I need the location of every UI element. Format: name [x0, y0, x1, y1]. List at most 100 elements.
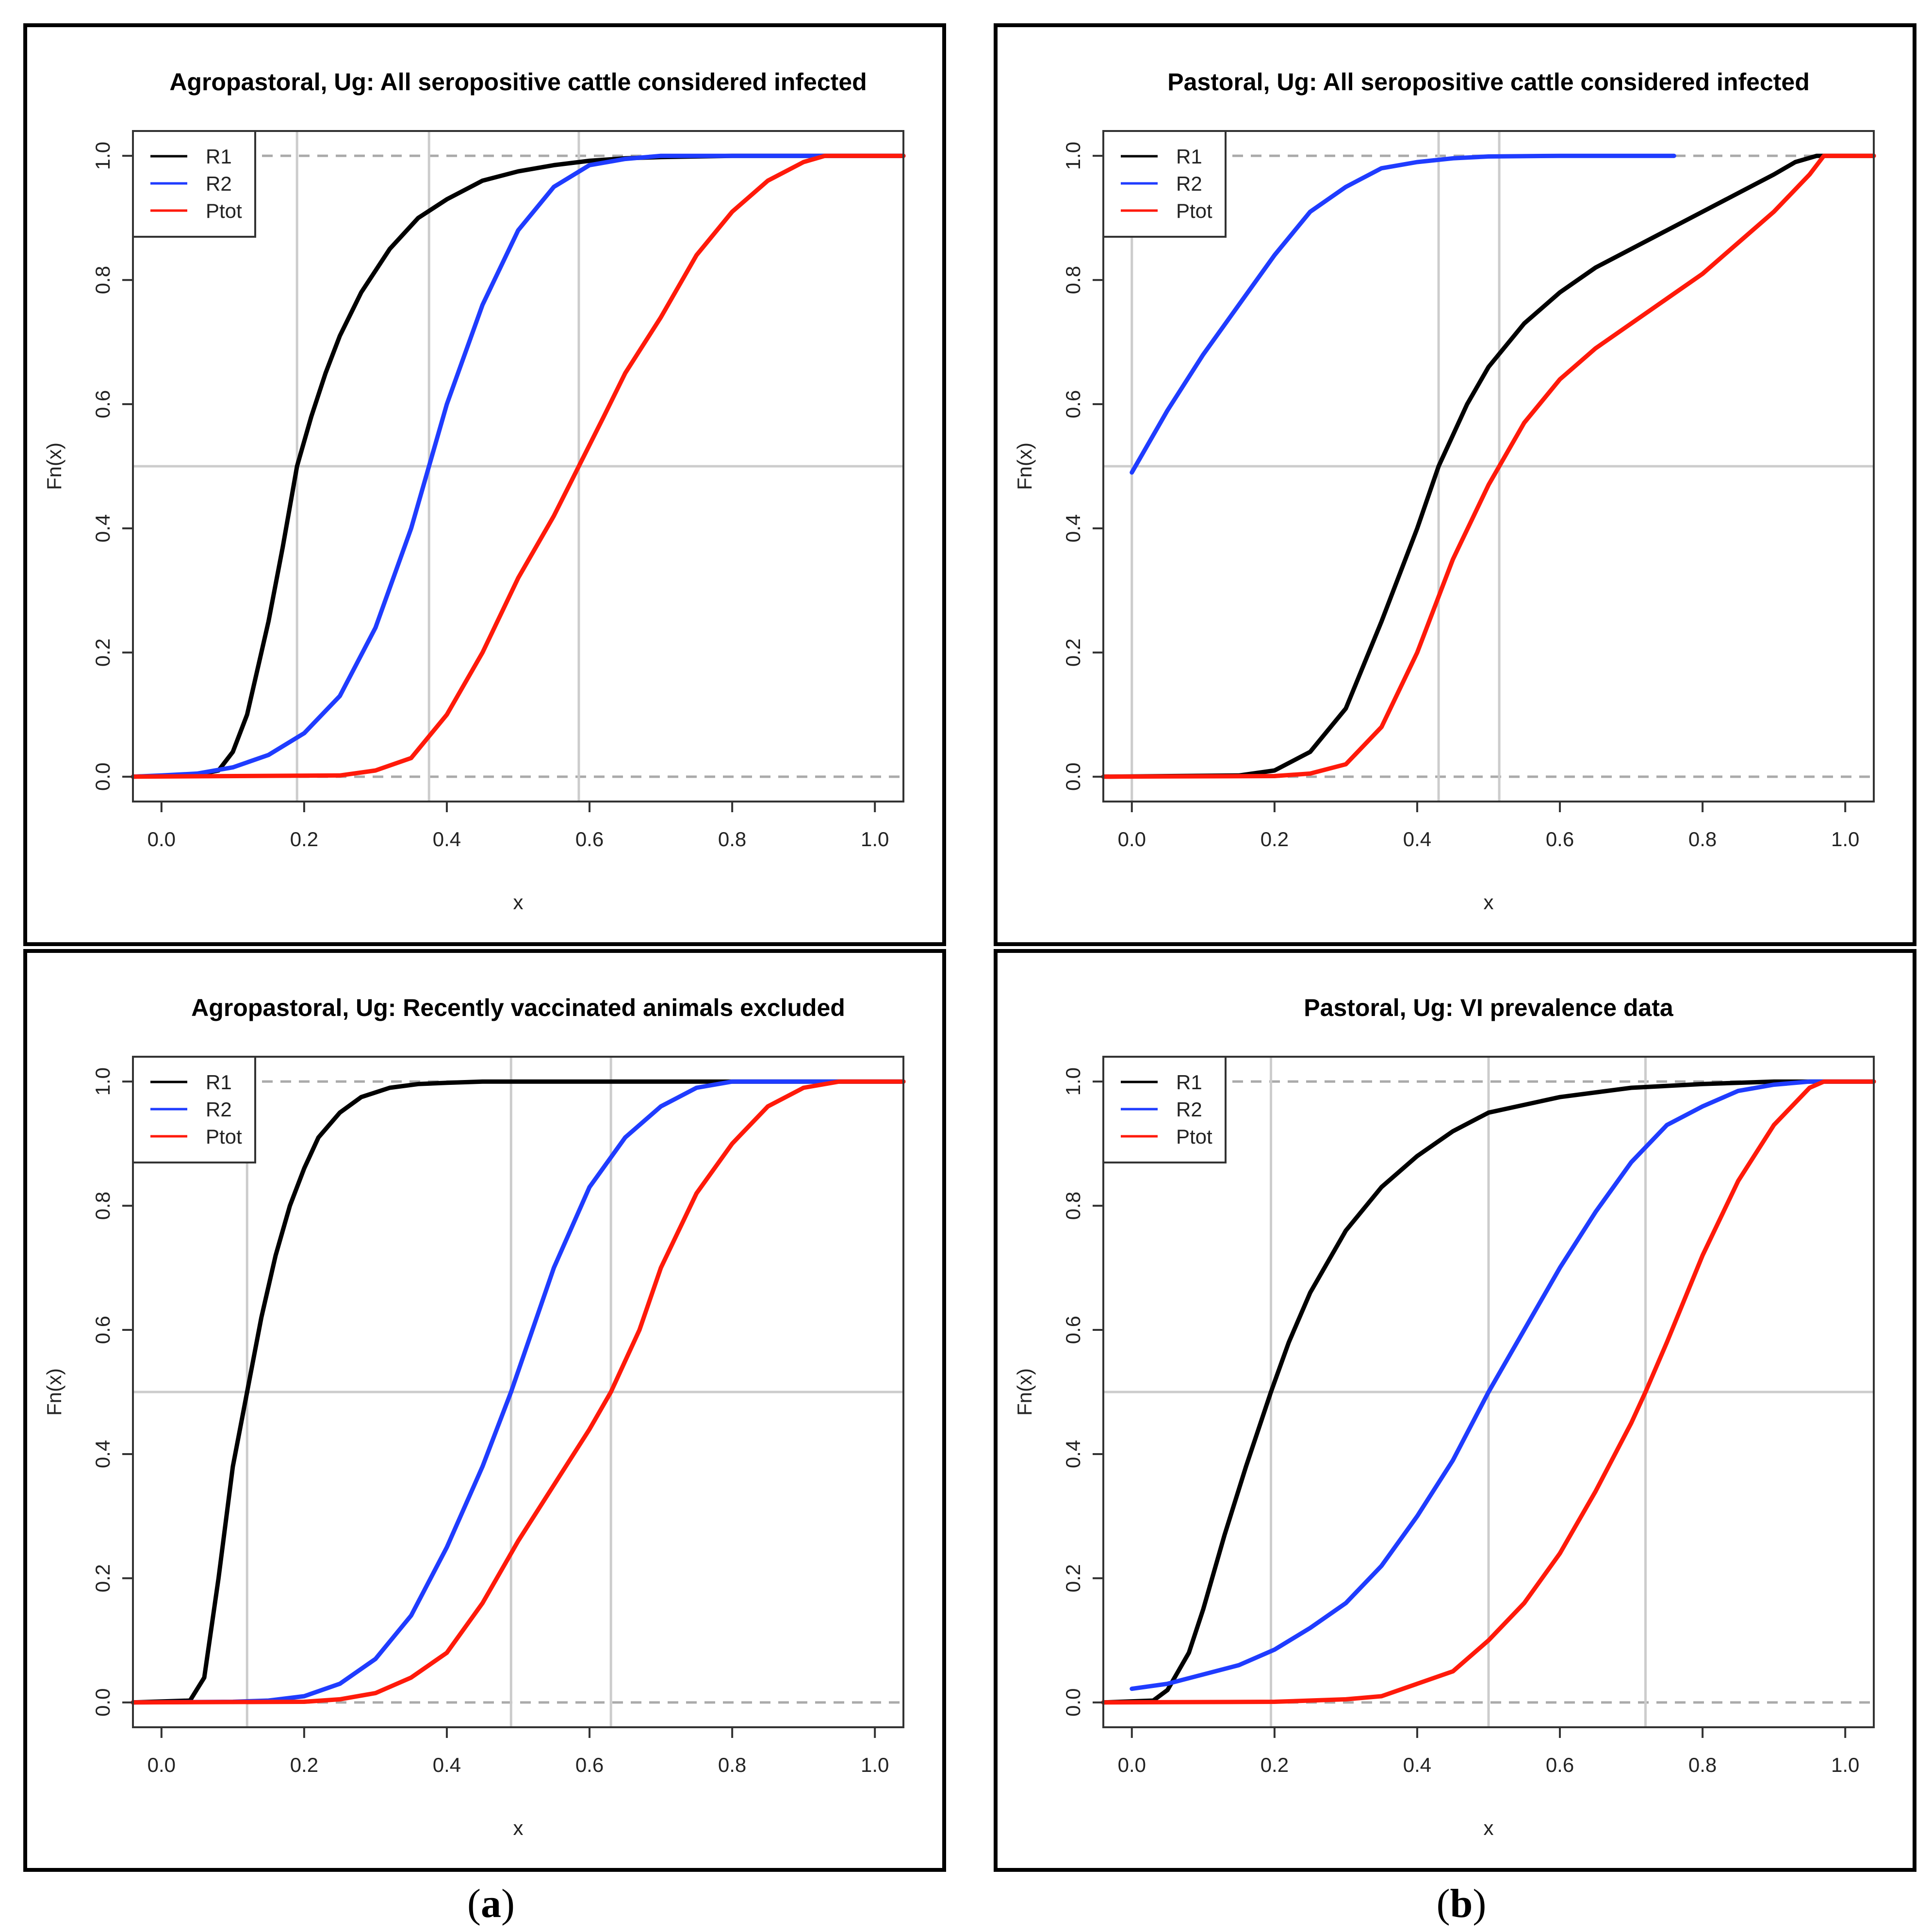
x-tick-label: 0.6: [575, 828, 604, 851]
y-axis-label: Fn(x): [43, 442, 65, 490]
y-tick-label: 0.6: [91, 390, 114, 418]
y-tick-label: 1.0: [1062, 142, 1084, 170]
y-tick-label: 0.8: [91, 266, 114, 294]
y-tick-label: 0.6: [1062, 390, 1084, 418]
chart-title: Pastoral, Ug: All seropositive cattle co…: [1167, 68, 1810, 96]
y-tick-label: 0.6: [91, 1316, 114, 1344]
series-line-r1: [131, 1079, 906, 1705]
x-tick-label: 1.0: [861, 1753, 889, 1776]
legend-label-r2: R2: [1176, 1098, 1202, 1121]
panel-top-right: Pastoral, Ug: All seropositive cattle co…: [994, 23, 1916, 946]
chart-title: Agropastoral, Ug: All seropositive cattl…: [169, 68, 867, 96]
legend-label-r2: R2: [1176, 172, 1202, 195]
legend: R1 R2 Ptot: [1102, 130, 1227, 238]
series-line-ptot: [1101, 153, 1876, 779]
x-tick-label: 0.6: [1546, 828, 1574, 851]
x-tick-label: 0.6: [1546, 1753, 1574, 1776]
legend-label-r1: R1: [1176, 1071, 1202, 1094]
chart-title: Pastoral, Ug: VI prevalence data: [1304, 994, 1674, 1021]
x-tick-label: 0.8: [1688, 828, 1717, 851]
x-tick-label: 0.4: [433, 828, 461, 851]
series-line-r1: [131, 153, 906, 779]
legend-label-r1: R1: [206, 145, 232, 168]
panel-bottom-left: Agropastoral, Ug: Recently vaccinated an…: [23, 949, 946, 1872]
x-tick-label: 0.4: [1403, 828, 1431, 851]
chart-svg: Pastoral, Ug: VI prevalence data 0.0 0.2 0.…: [1013, 994, 1876, 1839]
x-axis-label: x: [513, 891, 524, 914]
legend: R1 R2 Ptot: [132, 1056, 256, 1163]
plot-frame: [1102, 130, 1875, 802]
x-tick-label: 0.0: [1118, 1753, 1146, 1776]
y-axis-label: Fn(x): [43, 1368, 65, 1416]
y-tick-label: 0.8: [91, 1192, 114, 1220]
caption-a: (a): [467, 1881, 515, 1926]
y-tick-label: 1.0: [91, 1067, 114, 1096]
y-tick-label: 0.4: [1062, 514, 1084, 542]
x-tick-label: 0.4: [1403, 1753, 1431, 1776]
legend-label-ptot: Ptot: [1176, 1125, 1212, 1148]
chart-svg: Agropastoral, Ug: Recently vaccinated an…: [43, 994, 906, 1839]
legend-label-ptot: Ptot: [206, 199, 242, 222]
y-tick-label: 0.4: [1062, 1440, 1084, 1468]
panel-bottom-right: Pastoral, Ug: VI prevalence data 0.0 0.2 0.…: [994, 949, 1916, 1872]
caption-b: (b): [1436, 1881, 1487, 1926]
y-axis-label: Fn(x): [1013, 442, 1036, 490]
y-axis-label: Fn(x): [1013, 1368, 1036, 1416]
series-line-ptot: [131, 153, 906, 779]
x-tick-label: 0.0: [147, 1753, 176, 1776]
chart-svg: Agropastoral, Ug: All seropositive cattl…: [43, 68, 906, 914]
x-tick-label: 0.8: [1688, 1753, 1717, 1776]
x-axis-label: x: [1484, 1817, 1494, 1839]
series-line-ptot: [1101, 1079, 1876, 1705]
plot-frame: [132, 130, 904, 802]
y-tick-label: 1.0: [1062, 1067, 1084, 1096]
legend: R1 R2 Ptot: [1102, 1056, 1227, 1163]
y-tick-label: 0.0: [91, 1688, 114, 1717]
series-line-r1: [1101, 153, 1876, 779]
series-line-r2: [131, 153, 906, 779]
y-tick-label: 0.8: [1062, 266, 1084, 294]
y-tick-label: 0.2: [1062, 1564, 1084, 1592]
series-line-ptot: [131, 1079, 906, 1705]
plot-frame: [132, 1056, 904, 1728]
x-tick-label: 0.8: [718, 1753, 746, 1776]
x-tick-label: 0.2: [1261, 1753, 1289, 1776]
series-line-r2: [1130, 1079, 1876, 1691]
series-line-r2: [1130, 153, 1676, 475]
x-axis-label: x: [1484, 891, 1494, 914]
x-tick-label: 1.0: [1831, 1753, 1859, 1776]
legend: R1 R2 Ptot: [132, 130, 256, 238]
x-axis-label: x: [513, 1817, 524, 1839]
legend-label-r1: R1: [1176, 145, 1202, 168]
y-tick-label: 0.2: [91, 639, 114, 667]
x-tick-label: 0.4: [433, 1753, 461, 1776]
legend-label-ptot: Ptot: [1176, 199, 1212, 222]
y-tick-label: 1.0: [91, 142, 114, 170]
chart-title: Agropastoral, Ug: Recently vaccinated an…: [191, 994, 845, 1021]
x-tick-label: 0.0: [1118, 828, 1146, 851]
y-tick-label: 0.2: [91, 1564, 114, 1592]
y-tick-label: 0.0: [1062, 1688, 1084, 1717]
legend-label-ptot: Ptot: [206, 1125, 242, 1148]
y-tick-label: 0.0: [1062, 763, 1084, 791]
x-tick-label: 0.0: [147, 828, 176, 851]
panel-top-left: Agropastoral, Ug: All seropositive cattl…: [23, 23, 946, 946]
legend-label-r2: R2: [206, 1098, 232, 1121]
y-tick-label: 0.2: [1062, 639, 1084, 667]
x-tick-label: 1.0: [861, 828, 889, 851]
x-tick-label: 0.8: [718, 828, 746, 851]
y-tick-label: 0.4: [91, 1440, 114, 1468]
x-tick-label: 0.2: [1261, 828, 1289, 851]
x-tick-label: 0.2: [290, 828, 318, 851]
x-tick-label: 0.2: [290, 1753, 318, 1776]
chart-svg: Pastoral, Ug: All seropositive cattle co…: [1013, 68, 1876, 914]
y-tick-label: 0.0: [91, 763, 114, 791]
series-line-r2: [131, 1079, 906, 1705]
x-tick-label: 0.6: [575, 1753, 604, 1776]
y-tick-label: 0.4: [91, 514, 114, 542]
y-tick-label: 0.6: [1062, 1316, 1084, 1344]
legend-label-r2: R2: [206, 172, 232, 195]
legend-label-r1: R1: [206, 1071, 232, 1094]
series-line-r1: [1101, 1079, 1876, 1705]
